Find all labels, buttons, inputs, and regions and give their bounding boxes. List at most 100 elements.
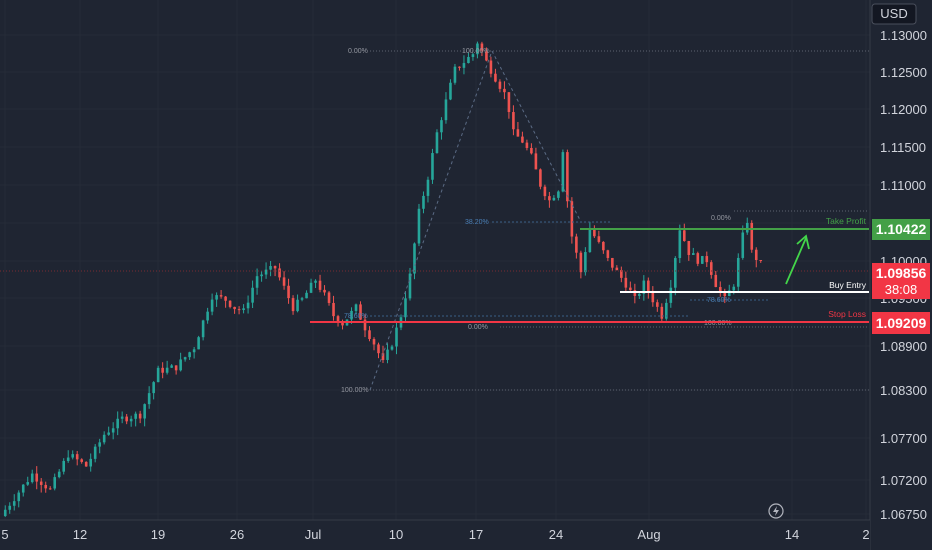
candle-body [48,488,52,490]
candle-body [476,43,479,55]
candle-body [723,291,727,297]
stop-loss-tag [872,312,930,334]
candle [683,223,686,242]
candle [404,291,407,323]
candle [530,143,533,155]
candle [660,303,664,322]
candle [395,322,398,355]
candle-body [449,82,452,100]
candle [489,56,493,78]
candle [449,79,452,101]
candle [228,300,232,309]
candle-body [17,492,21,502]
fib-level-label: 0.00% [348,48,368,55]
candle-body [669,287,673,303]
candle [309,278,313,294]
candle [125,414,128,425]
candle-body [282,277,286,286]
candle-body [440,120,443,133]
candle-body [754,249,758,261]
candle-body [332,302,335,317]
candle-body [57,471,61,478]
candle-body [44,484,48,489]
candle-body [210,299,214,312]
candle [552,195,556,201]
candle-body [183,357,187,360]
candle [669,279,673,308]
take-profit-price: 1.10422 [876,221,927,237]
candle-body [26,482,30,485]
candle-body [629,287,632,291]
candle-body [642,280,646,294]
candle [593,225,596,239]
candle-body [656,302,659,307]
candle-body [336,316,340,323]
currency-badge[interactable]: USD [871,3,917,25]
candle-body [80,459,83,462]
candle [476,41,479,59]
candle-body [462,63,466,68]
candle-body [408,273,412,299]
price-tick-label: 1.11000 [880,178,926,193]
lightning-icon[interactable] [768,503,784,519]
candle-body [201,320,205,338]
candle-body [66,457,70,461]
candle-body [458,66,461,68]
candle-body [30,473,34,483]
candle [26,476,30,486]
candle-body [741,232,745,258]
candle-body [417,208,421,244]
candle [21,484,25,497]
candle [17,490,21,508]
candle-body [84,461,88,467]
candle [606,249,610,262]
candle-body [287,285,290,299]
candle-body [350,310,353,320]
candle [566,149,569,208]
candle-body [700,256,704,264]
candle [620,266,623,283]
candle-body [242,308,245,311]
candle-body [489,60,493,74]
candle-body [129,418,133,422]
candle-body [224,296,227,301]
candle [386,343,389,364]
time-tick-label: 10 [389,527,403,542]
candle [422,191,425,214]
candle-body [611,257,614,268]
candle [525,139,529,151]
candle [327,291,331,306]
price-tick-label: 1.08900 [880,339,927,354]
candle [642,275,646,301]
time-tick-label: Aug [637,527,660,542]
candle [615,265,619,271]
candle-body [161,367,164,373]
candle-body [602,241,605,251]
price-tick-label: 1.12000 [880,102,927,117]
candle-body [453,66,457,83]
candle [305,290,308,299]
candle [579,250,583,279]
candle [503,81,506,100]
candle-body [138,413,142,419]
candle [152,381,155,400]
buy-entry-label: Buy Entry [829,280,867,290]
candle-body [318,280,322,290]
candle-body [381,353,385,360]
candle [296,294,299,313]
candle-body [3,509,7,517]
candle-body [246,302,250,309]
time-tick-label: 2 [862,527,869,542]
candle-body [219,295,223,297]
stop-loss-price: 1.09209 [876,315,927,331]
candle [264,262,268,279]
candle [561,149,565,193]
candle-body [647,280,650,293]
candle-body [579,252,583,273]
candle-body [215,295,218,300]
lightning-icon-glyph [773,506,779,516]
candle-body [309,282,313,293]
price-label-take-profit: 1.10422 [872,219,930,240]
candle-body [291,298,295,312]
